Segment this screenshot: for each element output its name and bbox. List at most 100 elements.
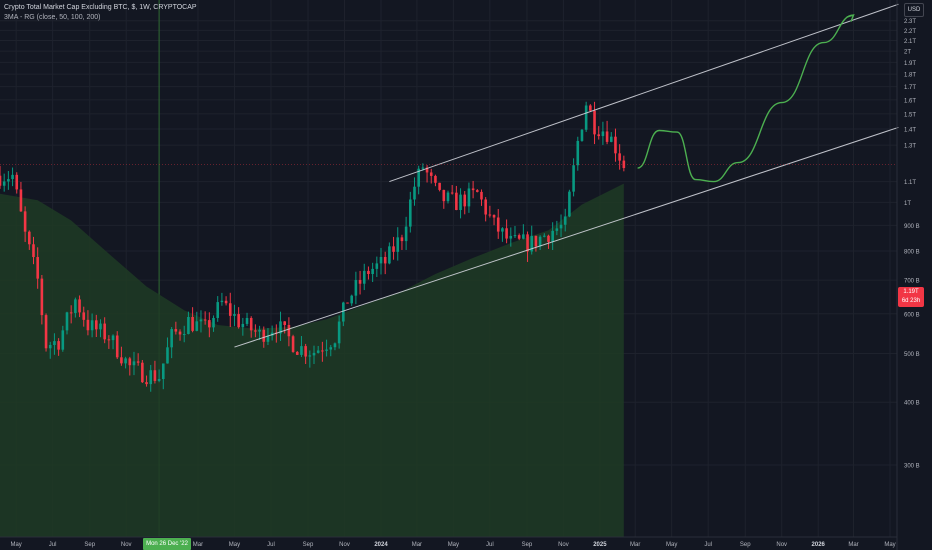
candle-body [417,168,420,187]
candle-body [15,174,19,190]
candle [505,219,508,244]
time-tick-label: Sep [522,542,533,548]
candle-body [383,256,387,264]
candle-body [367,270,370,274]
candle [15,172,19,194]
candle-body [120,357,123,364]
time-tick-label: Mar [193,542,203,548]
price-tick-label: 1.3T [904,144,916,150]
candle-body [471,188,475,191]
candle-body [2,181,6,186]
candle [291,334,295,353]
candle-body [161,363,165,380]
candle [44,313,48,352]
candle-body [136,361,140,363]
price-tick-label: 1.4T [904,127,916,133]
candle-body [492,214,496,218]
candle [367,266,370,280]
candle-body [584,105,588,130]
candle [295,351,299,356]
candle [375,256,379,277]
candle [463,191,467,215]
price-tick-label: 400 B [904,401,920,407]
candle-body [425,167,429,173]
candle-body [199,319,203,322]
candle-body [220,300,224,303]
candle-body [145,382,148,385]
candle-body [589,105,592,111]
bar-countdown: 6d 23h [901,297,921,304]
candle [509,227,513,247]
price-scale[interactable]: 2.3T 2.2T 2.1T 2T 1.9T 1.8T 1.7T 1.6T 1.5T 1.4T 1.… [904,19,920,550]
candle-body [526,234,529,252]
price-tick-label: 1.5T [904,112,916,118]
candle-body [555,228,559,231]
candle-body [388,246,391,264]
price-tick-label: 2T [904,50,911,56]
candle-body [509,235,513,239]
candle-body [614,136,617,154]
candle-body [170,329,173,348]
candle-body [337,321,341,344]
time-tick-label: Nov [121,542,132,548]
price-tick-label: 700 B [904,279,920,285]
candle [392,236,395,260]
candle [329,344,333,357]
candle [589,104,592,112]
candle-body [74,299,77,314]
candle [48,341,52,359]
candle-body [107,339,111,341]
candle [94,314,98,337]
time-tick-label: 2024 [374,542,388,548]
candle-body [32,244,35,258]
candle [308,350,312,368]
candle [157,369,161,383]
time-tick-label: Jul [267,542,275,548]
candle-body [316,350,320,353]
candle-body [513,235,517,237]
candle-body [409,199,412,227]
time-tick-label: May [666,542,677,548]
candle [249,316,253,338]
candle-body [228,303,232,316]
candle [471,180,475,199]
candle-body [11,174,14,180]
time-tick-label: May [884,542,895,548]
candle [279,311,282,342]
candle-body [601,131,605,137]
time-scale[interactable]: May Jul Sep Nov Mar May Jul Sep Nov 2024 Mar May Jul… [10,542,895,548]
candle [149,364,153,392]
candle [614,128,617,162]
candle-body [295,351,299,355]
candle [40,275,44,325]
candle-body [304,346,307,357]
candle [90,313,94,338]
candle-body [44,315,48,349]
candle-body [124,358,127,364]
candle-body [82,312,86,320]
candle [145,375,148,387]
candle [283,321,287,334]
candle [36,247,39,289]
currency-button[interactable]: USD [904,3,924,17]
candle [601,121,605,145]
candle-body [551,230,554,242]
price-tick-label: 800 B [904,250,920,256]
candle-body [455,192,458,211]
price-tick-label: 500 B [904,352,920,358]
candle-body [224,300,228,304]
candle-body [65,312,69,331]
lower-trend-line [234,126,899,348]
candle-body [400,237,404,242]
chart-title: Crypto Total Market Cap Excluding BTC, $… [4,4,197,11]
indicator-label[interactable]: 3MA - RG (close, 50, 100, 200) [4,14,101,21]
time-tick-label: 2025 [593,542,607,548]
time-tick-label: Nov [558,542,569,548]
candle [2,173,6,192]
candle [120,346,123,366]
time-tick-label: Mar [630,542,640,548]
candle-body [291,336,295,352]
candle-body [442,189,446,202]
price-tick-label: 2.3T [904,19,916,25]
